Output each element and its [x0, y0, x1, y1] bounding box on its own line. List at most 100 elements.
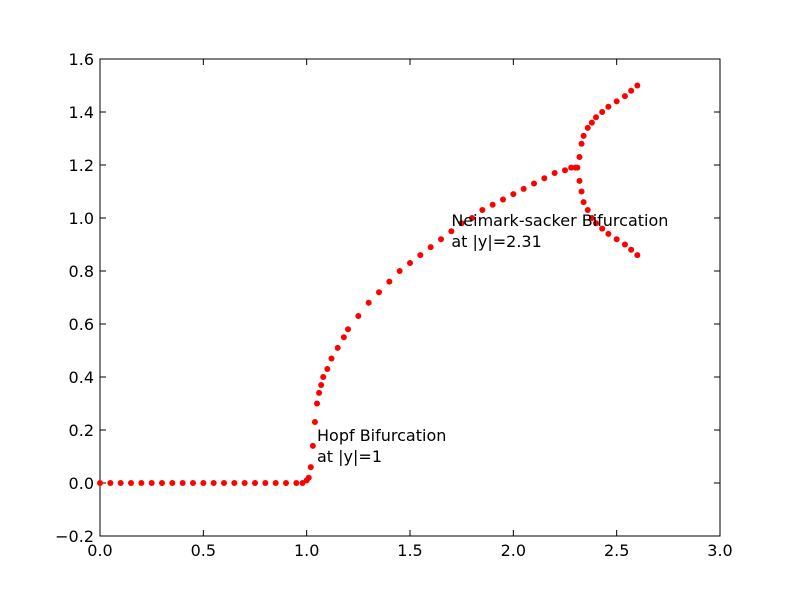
- data-point: [272, 480, 279, 486]
- data-point: [574, 164, 581, 171]
- data-point: [578, 188, 585, 195]
- y-tick-label: 1.6: [69, 50, 94, 69]
- data-point: [117, 480, 124, 486]
- data-point: [580, 132, 587, 139]
- data-point: [613, 98, 620, 105]
- data-point: [241, 480, 248, 486]
- x-tick-label: 3.0: [707, 541, 732, 560]
- x-tick-label: 1.5: [397, 541, 422, 560]
- data-point: [128, 480, 134, 486]
- data-point: [605, 230, 612, 237]
- data-point: [355, 313, 362, 320]
- data-point: [448, 228, 455, 235]
- y-tick-label: 0.2: [69, 421, 94, 440]
- data-point: [316, 389, 323, 396]
- data-point: [479, 207, 486, 214]
- data-point: [190, 480, 196, 486]
- data-points: [97, 82, 641, 486]
- data-point: [283, 480, 289, 486]
- data-point: [593, 220, 599, 227]
- data-point: [489, 201, 496, 208]
- annotation-text: at |y|=1: [317, 447, 382, 466]
- y-tick-label: −0.2: [55, 527, 94, 546]
- data-point: [551, 169, 558, 176]
- data-point: [365, 299, 372, 306]
- data-point: [262, 480, 269, 486]
- data-point: [231, 480, 238, 486]
- data-point: [599, 109, 606, 115]
- data-point: [386, 278, 393, 285]
- annotation-text: Hopf Bifurcation: [317, 426, 446, 445]
- data-point: [179, 480, 186, 486]
- annotation-text: Neimark-sacker Bifurcation: [451, 211, 668, 230]
- data-point: [417, 252, 424, 259]
- data-point: [593, 114, 599, 121]
- data-point: [318, 381, 325, 388]
- data-point: [311, 419, 318, 426]
- data-point: [138, 480, 145, 486]
- axis-ticks: 0.0 0.5 1.0 1.5 2.0 2.5 3.0−0.20.00.20.40.60.8…: [55, 50, 733, 560]
- data-point: [148, 480, 155, 486]
- y-tick-label: 1.4: [69, 103, 94, 122]
- y-tick-label: 0.4: [69, 368, 94, 387]
- data-point: [407, 260, 413, 267]
- data-point: [305, 474, 312, 481]
- data-point: [221, 480, 227, 486]
- x-tick-label: 0.0: [87, 541, 112, 560]
- data-point: [584, 124, 591, 131]
- data-point: [97, 480, 103, 486]
- data-point: [320, 374, 327, 380]
- data-point: [293, 480, 300, 486]
- data-point: [531, 180, 537, 187]
- y-tick-label: 0.6: [69, 315, 94, 334]
- data-point: [599, 225, 606, 232]
- data-point: [621, 241, 628, 248]
- data-point: [621, 93, 628, 100]
- x-tick-label: 1.0: [294, 541, 319, 560]
- y-tick-label: 1.2: [69, 156, 94, 175]
- data-point: [634, 252, 641, 259]
- data-point: [324, 366, 331, 373]
- data-point: [107, 480, 114, 486]
- data-point: [584, 207, 591, 214]
- data-point: [309, 442, 316, 449]
- x-tick-label: 2.5: [604, 541, 629, 560]
- data-point: [580, 199, 587, 206]
- data-point: [520, 185, 527, 192]
- data-point: [396, 268, 403, 274]
- data-point: [159, 480, 165, 486]
- data-point: [210, 480, 217, 486]
- data-point: [345, 326, 351, 333]
- data-point: [576, 154, 583, 161]
- data-point: [252, 480, 258, 486]
- data-point: [541, 175, 548, 182]
- data-point: [578, 140, 585, 147]
- x-tick-label: 2.0: [501, 541, 526, 560]
- data-point: [634, 82, 641, 89]
- data-point: [562, 167, 568, 174]
- data-point: [628, 87, 635, 94]
- data-point: [376, 289, 382, 296]
- annotations: Hopf Bifurcation at |y|=1 Neimark-sacker B…: [317, 211, 668, 466]
- data-point: [427, 244, 434, 251]
- data-point: [568, 164, 575, 171]
- annotation-text: at |y|=2.31: [451, 232, 541, 251]
- plot-area-frame: [99, 58, 721, 537]
- data-point: [307, 464, 314, 471]
- data-point: [500, 196, 506, 203]
- data-point: [334, 344, 341, 351]
- data-point: [628, 246, 635, 253]
- data-point: [576, 177, 583, 184]
- data-point: [458, 220, 465, 227]
- data-point: [510, 191, 517, 198]
- y-tick-label: 0.8: [69, 262, 94, 281]
- data-point: [588, 215, 595, 221]
- data-point: [314, 400, 320, 407]
- y-tick-label: 1.0: [69, 209, 94, 228]
- data-point: [200, 480, 207, 486]
- data-point: [169, 480, 176, 486]
- data-point: [613, 236, 620, 243]
- data-point: [588, 119, 595, 126]
- y-tick-label: 0.0: [69, 474, 94, 493]
